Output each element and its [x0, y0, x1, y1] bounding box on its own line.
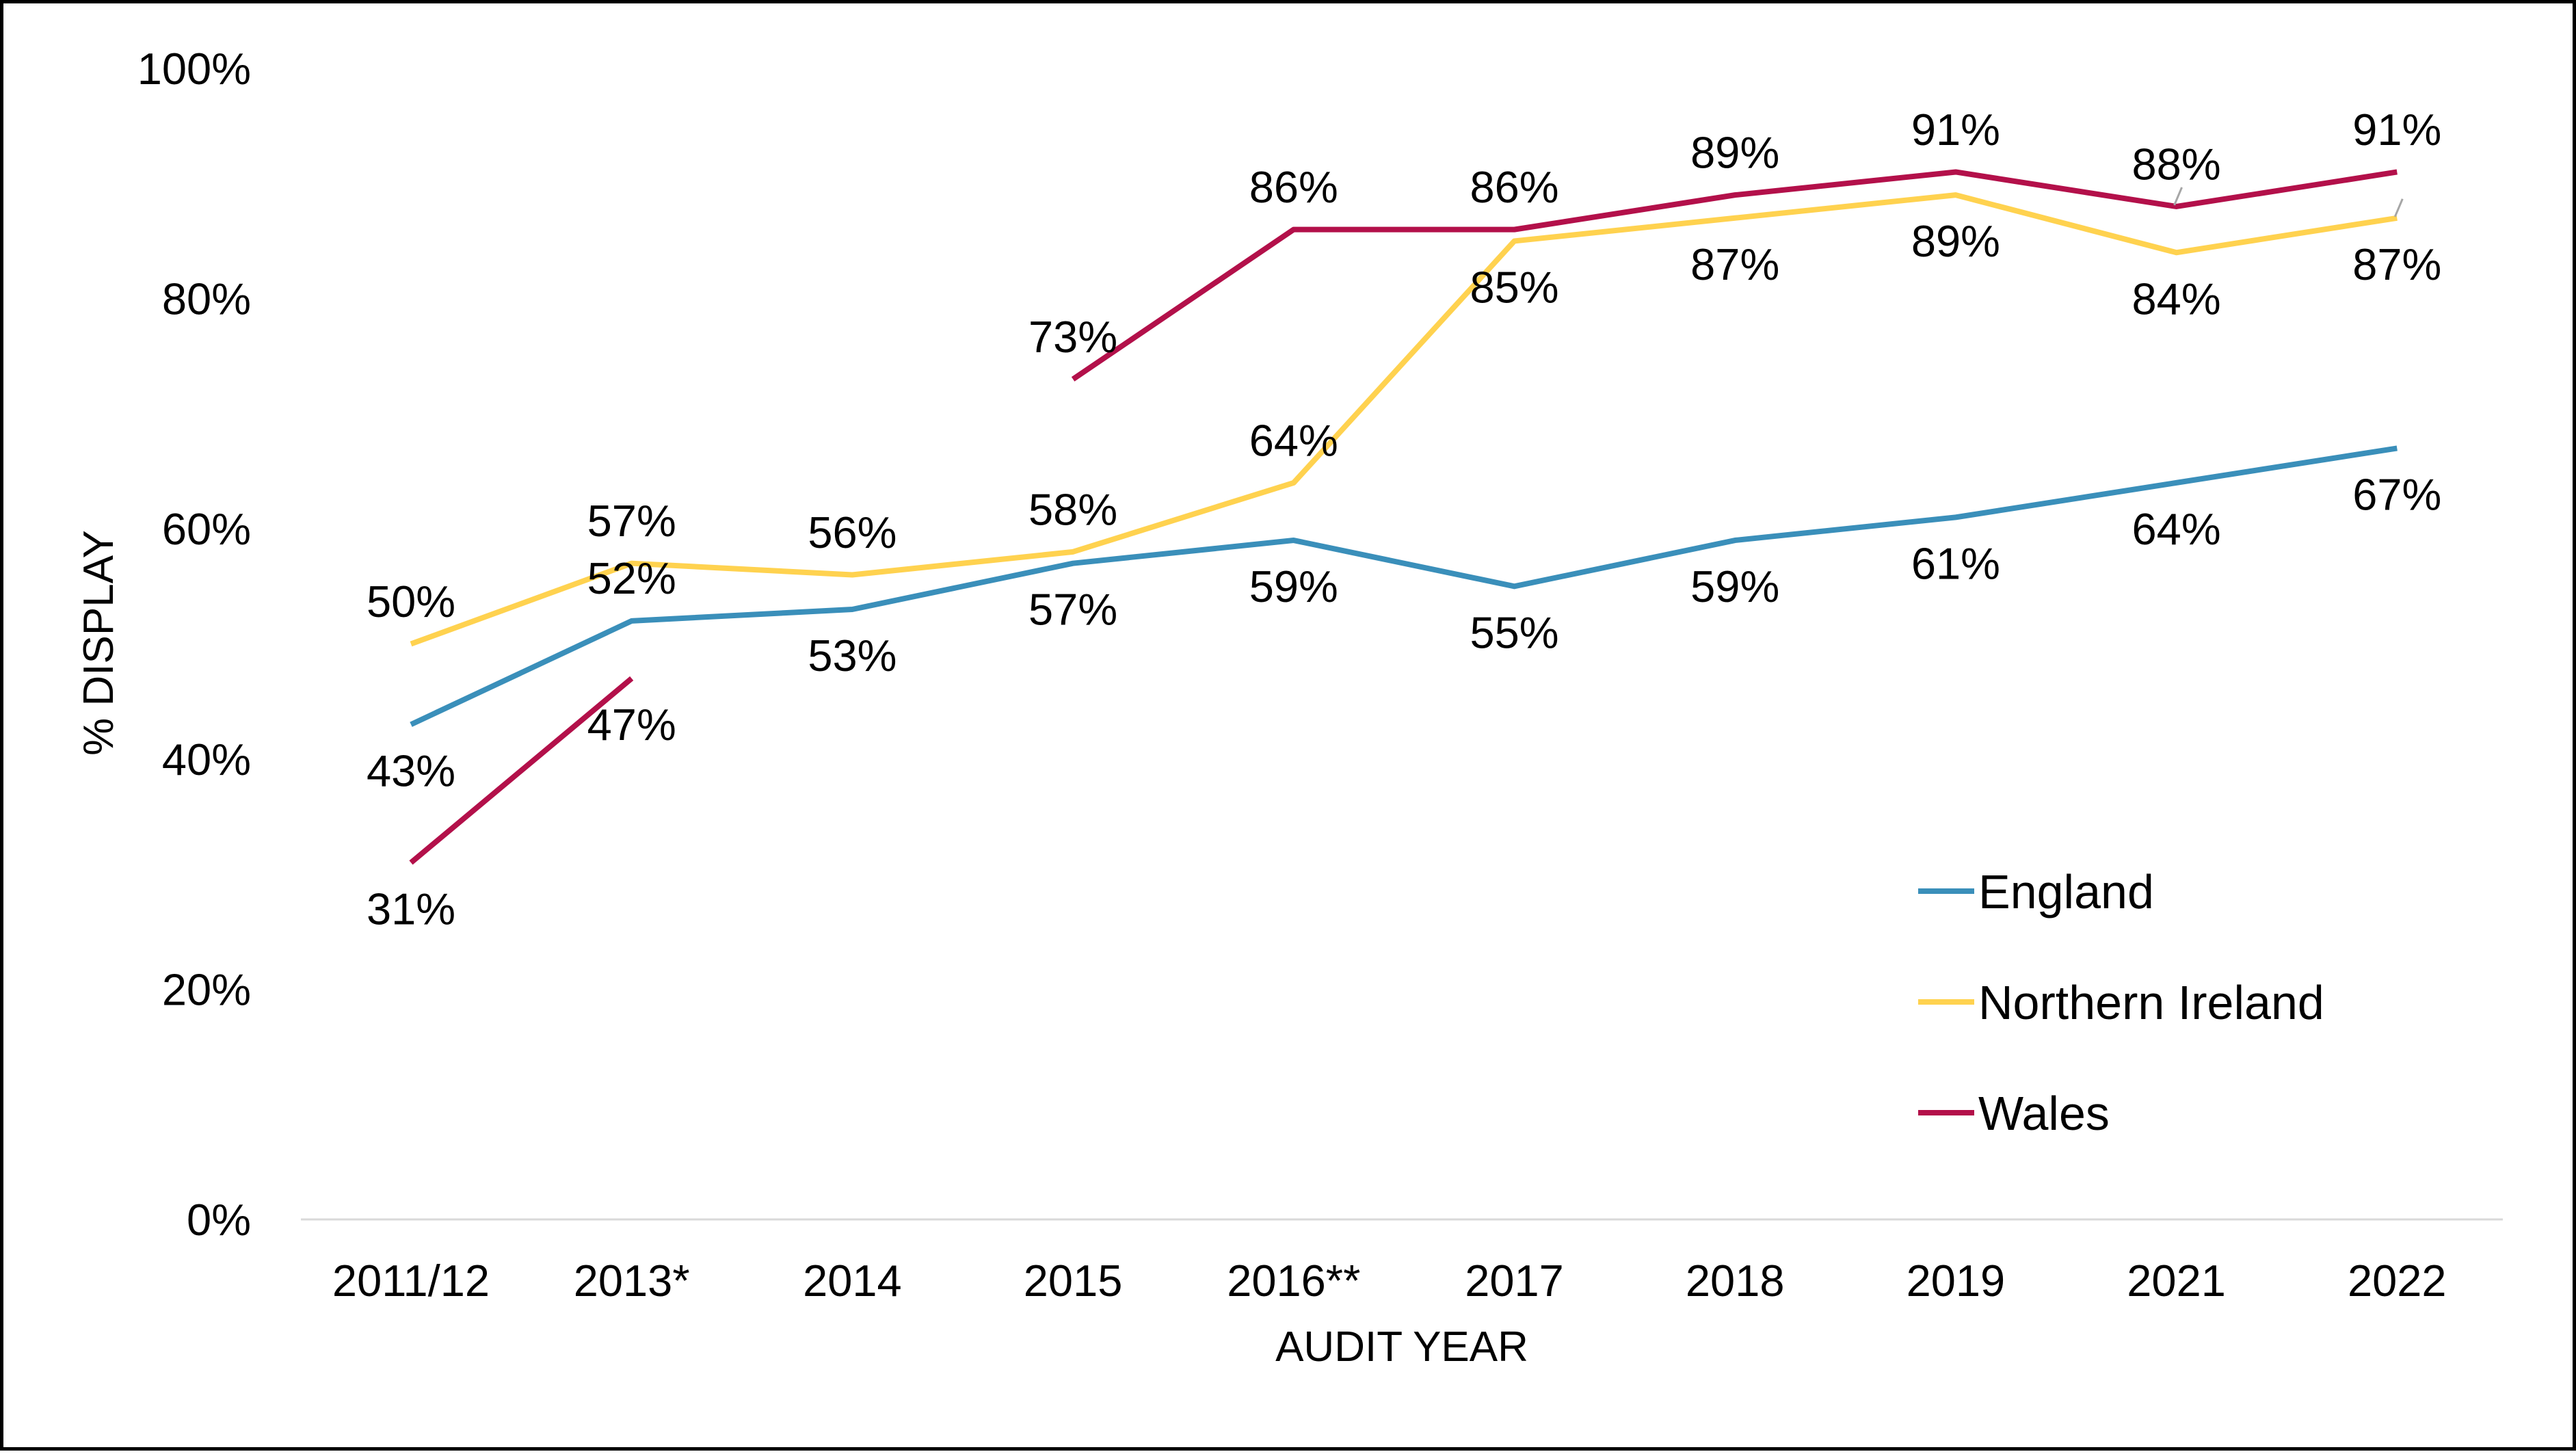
data-label: 64% — [2132, 504, 2221, 554]
data-label: 31% — [367, 884, 455, 934]
y-tick-label: 100% — [137, 44, 251, 94]
x-tick-label: 2014 — [803, 1256, 902, 1306]
data-label: 56% — [808, 507, 897, 557]
y-tick-label: 80% — [162, 274, 251, 324]
x-tick-label: 2016** — [1227, 1256, 1360, 1306]
leader-lines — [2173, 187, 2404, 217]
data-labels: 43% 52% 53% 57% 59% 55% 59% 61% 64% 67% 50% 57% 56% 5… — [367, 105, 2441, 934]
data-label: 84% — [2132, 274, 2221, 323]
data-label: 43% — [367, 745, 455, 795]
data-label: 87% — [1690, 239, 1779, 289]
data-label: 47% — [587, 700, 676, 750]
y-tick-label: 60% — [162, 504, 251, 554]
data-label: 67% — [2352, 469, 2441, 519]
series-line-northern-ireland — [410, 192, 2398, 647]
x-tick-label: 2017 — [1465, 1256, 1564, 1306]
x-tick-label: 2019 — [1907, 1256, 2006, 1306]
legend: England Northern Ireland Wales — [1918, 865, 2324, 1140]
x-tick-label: 2015 — [1024, 1256, 1123, 1306]
data-label: 86% — [1470, 162, 1558, 212]
series-line-wales — [1071, 169, 2398, 382]
x-tick-label: 2022 — [2348, 1256, 2447, 1306]
data-label: 57% — [587, 496, 676, 546]
legend-label: Wales — [1978, 1087, 2110, 1140]
series-line-england — [410, 445, 2398, 727]
data-label: 64% — [1249, 415, 1338, 465]
data-label: 57% — [1028, 585, 1117, 635]
x-tick-label: 2021 — [2127, 1256, 2226, 1306]
legend-label: Northern Ireland — [1978, 976, 2324, 1029]
data-label: 86% — [1249, 162, 1338, 212]
x-tick-label: 2013* — [574, 1256, 690, 1306]
legend-label: England — [1978, 865, 2154, 918]
y-axis-title: % DISPLAY — [75, 530, 122, 756]
data-label: 73% — [1028, 312, 1117, 362]
data-label: 50% — [367, 577, 455, 626]
line-chart: 0%20%40%60%80%100% 2011/12 2013* 2014 2015 2… — [75, 44, 2503, 1371]
data-label: 55% — [1470, 607, 1558, 657]
x-axis-ticks: 2011/12 2013* 2014 2015 2016** 2017 2018 2019 20… — [332, 1256, 2447, 1306]
x-tick-label: 2011/12 — [332, 1256, 490, 1306]
series-line-wales — [409, 676, 634, 865]
data-label: 59% — [1249, 561, 1338, 611]
data-label: 89% — [1690, 128, 1779, 178]
data-label: 59% — [1690, 561, 1779, 611]
data-label: 88% — [2132, 139, 2221, 189]
y-tick-label: 20% — [162, 964, 251, 1014]
y-tick-label: 0% — [187, 1195, 251, 1245]
label-leader-line — [2173, 187, 2183, 206]
data-label: 91% — [1911, 105, 2000, 155]
data-label: 89% — [1911, 216, 2000, 266]
x-tick-label: 2018 — [1686, 1256, 1785, 1306]
y-axis-ticks: 0% 20% 40% 60% 80% 100% — [137, 44, 251, 1245]
label-leader-line — [2393, 198, 2404, 217]
data-label: 58% — [1028, 484, 1117, 534]
data-label: 87% — [2352, 239, 2441, 289]
data-label: 52% — [587, 553, 676, 603]
x-axis-title: AUDIT YEAR — [1275, 1323, 1528, 1371]
data-label: 53% — [808, 631, 897, 680]
y-tick-label: 40% — [162, 735, 251, 784]
data-label: 85% — [1470, 262, 1558, 312]
data-label: 61% — [1911, 538, 2000, 588]
data-label: 91% — [2352, 105, 2441, 155]
series-lines — [409, 169, 2398, 865]
